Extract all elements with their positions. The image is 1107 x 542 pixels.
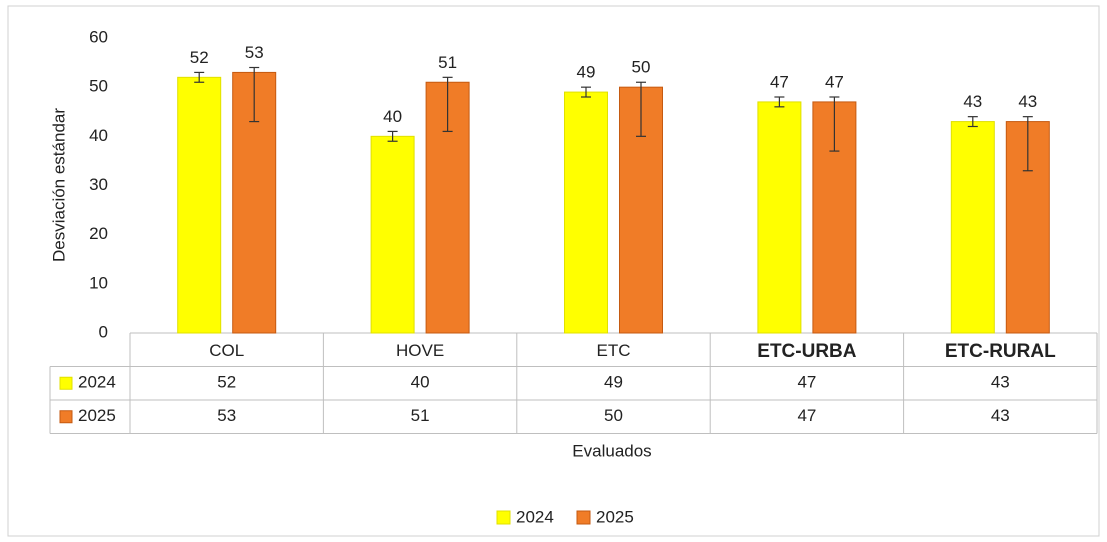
data-label: 53 <box>245 43 264 62</box>
table-cell: 47 <box>797 373 816 392</box>
legend-label: 2025 <box>596 507 634 526</box>
y-tick-label: 30 <box>89 175 108 194</box>
error-bar <box>249 66 260 123</box>
chart-frame <box>7 5 1100 537</box>
data-label: 49 <box>577 63 596 82</box>
x-tick-label: COL <box>209 341 244 360</box>
table-cell: 43 <box>991 406 1010 425</box>
bar <box>619 86 663 334</box>
data-label: 52 <box>190 48 209 67</box>
table-row-label: 2025 <box>78 406 116 425</box>
table-cell: 47 <box>797 406 816 425</box>
bar <box>370 135 415 334</box>
error-bar <box>829 96 840 152</box>
error-bar <box>442 76 453 133</box>
bar <box>177 76 222 334</box>
y-tick-label: 0 <box>99 322 108 341</box>
error-bar <box>774 96 785 108</box>
data-label: 51 <box>438 53 457 72</box>
y-axis-title: Desviación estándar <box>49 108 68 262</box>
bar <box>950 121 995 334</box>
table-cell: 50 <box>604 406 623 425</box>
y-tick-label: 10 <box>89 273 108 292</box>
table-cell: 53 <box>217 406 236 425</box>
data-label: 40 <box>383 107 402 126</box>
y-tick-label: 20 <box>89 224 108 243</box>
table-legend-key <box>59 410 73 424</box>
y-tick-label: 60 <box>89 27 108 46</box>
x-tick-label: ETC <box>597 341 631 360</box>
data-label: 47 <box>770 72 789 91</box>
data-label: 50 <box>632 58 651 77</box>
error-bar <box>581 86 591 98</box>
data-label: 47 <box>825 72 844 91</box>
y-tick-label: 40 <box>89 126 108 145</box>
error-bar <box>967 116 978 128</box>
bar <box>757 101 802 334</box>
legend-label: 2024 <box>516 507 554 526</box>
error-bar <box>1022 116 1033 172</box>
table-cell: 49 <box>604 373 623 392</box>
data-label: 43 <box>1018 92 1037 111</box>
y-tick-label: 50 <box>89 77 108 96</box>
table-cell: 51 <box>411 406 430 425</box>
error-bar <box>194 71 205 83</box>
x-axis-title: Evaluados <box>572 441 651 460</box>
x-tick-label: ETC-URBA <box>757 341 856 362</box>
bar <box>564 91 608 334</box>
legend-key <box>576 510 591 525</box>
legend-key <box>496 510 511 525</box>
table-row-label: 2024 <box>78 373 116 392</box>
x-tick-label: ETC-RURAL <box>945 341 1056 362</box>
error-bar <box>636 81 646 137</box>
table-cell: 52 <box>217 373 236 392</box>
x-tick-label: HOVE <box>396 341 444 360</box>
table-cell: 40 <box>411 373 430 392</box>
data-label: 43 <box>963 92 982 111</box>
error-bar <box>387 130 398 142</box>
table-cell: 43 <box>991 373 1010 392</box>
table-legend-key <box>59 376 73 390</box>
